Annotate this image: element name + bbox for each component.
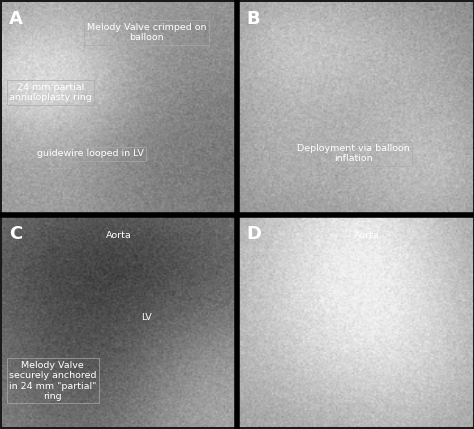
Text: Melody Valve crimped on
balloon: Melody Valve crimped on balloon (87, 23, 206, 42)
Text: B: B (246, 10, 260, 28)
Text: A: A (9, 10, 23, 28)
Text: Aorta: Aorta (106, 231, 131, 240)
Text: D: D (246, 225, 261, 243)
Text: 24 mm partial
annuloplasty ring: 24 mm partial annuloplasty ring (9, 83, 91, 102)
Text: LV: LV (141, 313, 152, 322)
Text: C: C (9, 225, 22, 243)
Text: Aorta: Aorta (354, 231, 380, 240)
Text: guidewire looped in LV: guidewire looped in LV (37, 149, 144, 158)
Text: Melody Valve
securely anchored
in 24 mm "partial"
ring: Melody Valve securely anchored in 24 mm … (9, 361, 96, 401)
Text: Deployment via balloon
inflation: Deployment via balloon inflation (297, 144, 410, 163)
